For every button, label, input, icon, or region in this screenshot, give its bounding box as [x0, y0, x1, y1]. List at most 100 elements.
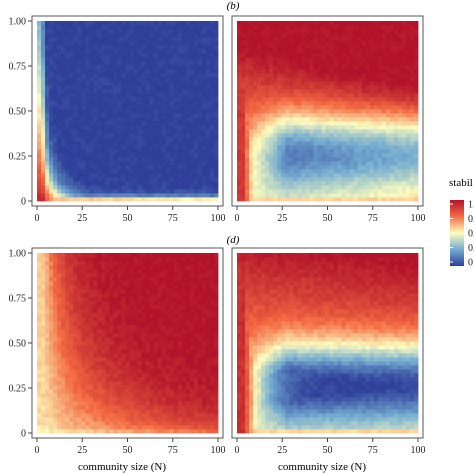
heatmap-cell [329, 89, 334, 94]
heatmap-cell [277, 21, 282, 26]
heatmap-cell [333, 53, 338, 58]
heatmap-cell [109, 89, 114, 94]
heatmap-cell [409, 129, 415, 134]
heatmap-cell [333, 113, 338, 118]
heatmap-cell [361, 161, 367, 166]
heatmap-cell [57, 397, 62, 402]
heatmap-cell [325, 153, 330, 158]
heatmap-cell [197, 193, 203, 198]
heatmap-cell [365, 173, 371, 178]
heatmap-cell [141, 65, 146, 70]
heatmap-cell [405, 197, 411, 202]
heatmap-cell [277, 177, 282, 182]
heatmap-cell [353, 33, 359, 38]
heatmap-cell [37, 253, 42, 258]
heatmap-cell [149, 81, 155, 86]
heatmap-cell [101, 281, 106, 286]
heatmap-cell [145, 25, 151, 30]
heatmap-cell [93, 141, 98, 146]
heatmap-cell [141, 109, 146, 114]
heatmap-cell [389, 161, 395, 166]
heatmap-cell [97, 397, 102, 402]
heatmap-cell [285, 85, 290, 90]
heatmap-cell [301, 161, 306, 166]
heatmap-cell [121, 89, 126, 94]
heatmap-cell [377, 45, 383, 50]
heatmap-cell [69, 197, 74, 202]
heatmap-cell [189, 89, 195, 94]
heatmap-cell [285, 37, 290, 42]
heatmap-cell [317, 89, 322, 94]
heatmap-cell [297, 177, 302, 182]
heatmap-cell [193, 141, 199, 146]
heatmap-cell [41, 177, 46, 182]
heatmap-cell [293, 169, 298, 174]
heatmap-cell [205, 113, 211, 118]
heatmap-cell [197, 165, 203, 170]
heatmap-cell [85, 393, 90, 398]
heatmap-cell [81, 89, 86, 94]
heatmap-cell [53, 173, 58, 178]
heatmap-cell [77, 413, 82, 418]
heatmap-cell [413, 69, 419, 74]
heatmap-cell [413, 37, 419, 42]
heatmap-cell [289, 169, 294, 174]
heatmap-cell [101, 129, 106, 134]
heatmap-cell [333, 21, 338, 26]
heatmap-cell [349, 61, 355, 66]
heatmap-cell [197, 145, 203, 150]
heatmap-cell [41, 357, 46, 362]
heatmap-cell [185, 69, 191, 74]
heatmap-cell [53, 181, 58, 186]
heatmap-cell [81, 113, 86, 118]
heatmap-cell [213, 101, 219, 106]
heatmap-cell [57, 57, 62, 62]
heatmap-cell [317, 69, 322, 74]
heatmap-cell [249, 97, 254, 102]
heatmap-cell [341, 181, 346, 186]
heatmap-cell [245, 161, 250, 166]
heatmap-cell [309, 133, 314, 138]
heatmap-cell [93, 49, 98, 54]
heatmap-cell [413, 121, 419, 126]
heatmap-cell [381, 173, 387, 178]
heatmap-cell [109, 173, 114, 178]
heatmap-cell [305, 101, 310, 106]
heatmap-cell [65, 333, 70, 338]
heatmap-cell [117, 161, 122, 166]
heatmap-cell [181, 89, 187, 94]
heatmap-cell [189, 113, 195, 118]
heatmap-cell [281, 97, 286, 102]
heatmap-cell [105, 385, 110, 390]
heatmap-cell [61, 177, 66, 182]
heatmap-cell [89, 373, 94, 378]
heatmap-cell [345, 169, 351, 174]
heatmap-cell [373, 37, 379, 42]
heatmap-cell [353, 65, 359, 70]
heatmap-cell [317, 93, 322, 98]
heatmap-cell [177, 109, 183, 114]
heatmap-cell [129, 125, 134, 130]
heatmap-cell [237, 49, 242, 54]
heatmap-cell [73, 101, 78, 106]
heatmap-cell [81, 405, 86, 410]
heatmap-cell [73, 281, 78, 286]
heatmap-cell [385, 53, 391, 58]
heatmap-cell [337, 137, 342, 142]
heatmap-cell [185, 65, 191, 70]
heatmap-cell [193, 197, 199, 202]
heatmap-cell [169, 85, 175, 90]
heatmap-cell [269, 157, 274, 162]
heatmap-cell [97, 341, 102, 346]
heatmap-cell [57, 301, 62, 306]
heatmap-cell [213, 137, 219, 142]
heatmap-cell [337, 81, 342, 86]
heatmap-cell [41, 181, 46, 186]
heatmap-cell [85, 65, 90, 70]
heatmap-cell [189, 97, 195, 102]
heatmap-cell [45, 301, 50, 306]
heatmap-cell [81, 161, 86, 166]
heatmap-cell [317, 161, 322, 166]
heatmap-cell [393, 149, 399, 154]
heatmap-cell [121, 161, 126, 166]
